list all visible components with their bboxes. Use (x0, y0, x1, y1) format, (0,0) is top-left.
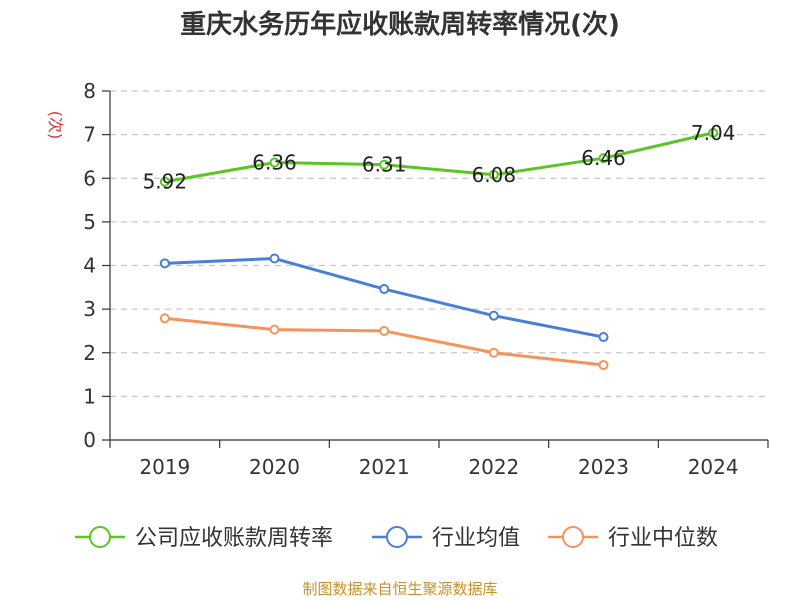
x-tick-label: 2022 (468, 455, 519, 479)
data-point[interactable] (159, 176, 170, 187)
data-point[interactable] (379, 325, 390, 336)
axes: 0 1 2 3 4 5 6 7 8 2019 2020 2021 2022 2023 2024 (83, 79, 769, 479)
data-point[interactable] (379, 159, 390, 170)
data-point[interactable] (598, 153, 609, 164)
y-tick-label: 3 (83, 297, 96, 321)
x-tick-label: 2024 (688, 455, 739, 479)
source-note: 制图数据来自恒生聚源数据库 (302, 580, 497, 598)
legend[interactable]: 公司应收账款周转率 行业均值 行业中位数 (75, 526, 718, 551)
data-point[interactable] (269, 157, 280, 168)
data-point[interactable] (488, 310, 499, 321)
legend-marker (89, 526, 111, 548)
legend-marker (386, 526, 408, 548)
series-layer: 5.92 6.36 6.31 6.08 6.46 7.04 (143, 121, 736, 370)
legend-marker (562, 526, 584, 548)
x-tick-label: 2023 (578, 455, 629, 479)
y-tick-label: 4 (83, 254, 96, 278)
data-point[interactable] (159, 313, 170, 324)
data-point[interactable] (488, 169, 499, 180)
data-point[interactable] (269, 324, 280, 335)
chart-title: 重庆水务历年应收账款周转率情况(次) (180, 9, 620, 40)
y-axis-label: (次) (46, 111, 65, 140)
x-tick-label: 2021 (359, 455, 410, 479)
data-point[interactable] (159, 258, 170, 269)
legend-label: 公司应收账款周转率 (135, 526, 333, 551)
data-label: 7.04 (691, 121, 736, 145)
legend-label: 行业中位数 (608, 526, 718, 551)
series-line (164, 131, 714, 184)
data-point[interactable] (598, 332, 609, 343)
data-point[interactable] (379, 284, 390, 295)
y-tick-label: 1 (83, 384, 96, 408)
data-label: 6.36 (252, 151, 297, 175)
legend-item[interactable]: 行业中位数 (548, 526, 718, 551)
x-tick-label: 2020 (249, 455, 300, 479)
data-label: 6.46 (581, 146, 626, 170)
legend-label: 行业均值 (432, 526, 520, 551)
y-tick-label: 7 (83, 123, 96, 147)
data-label: 5.92 (143, 170, 188, 194)
y-tick-label: 5 (83, 210, 96, 234)
y-tick-label: 0 (83, 428, 96, 452)
data-point[interactable] (269, 253, 280, 264)
data-point[interactable] (708, 127, 719, 138)
grid-lines (110, 90, 768, 397)
y-tick-label: 2 (83, 341, 96, 365)
data-label: 6.08 (472, 163, 517, 187)
data-point[interactable] (598, 359, 609, 370)
x-tick-label: 2019 (139, 455, 190, 479)
data-label: 6.31 (362, 153, 407, 177)
y-tick-label: 8 (83, 79, 96, 103)
data-point[interactable] (488, 347, 499, 358)
legend-item[interactable]: 行业均值 (372, 526, 520, 551)
y-tick-label: 6 (83, 166, 96, 190)
legend-item[interactable]: 公司应收账款周转率 (75, 526, 333, 551)
